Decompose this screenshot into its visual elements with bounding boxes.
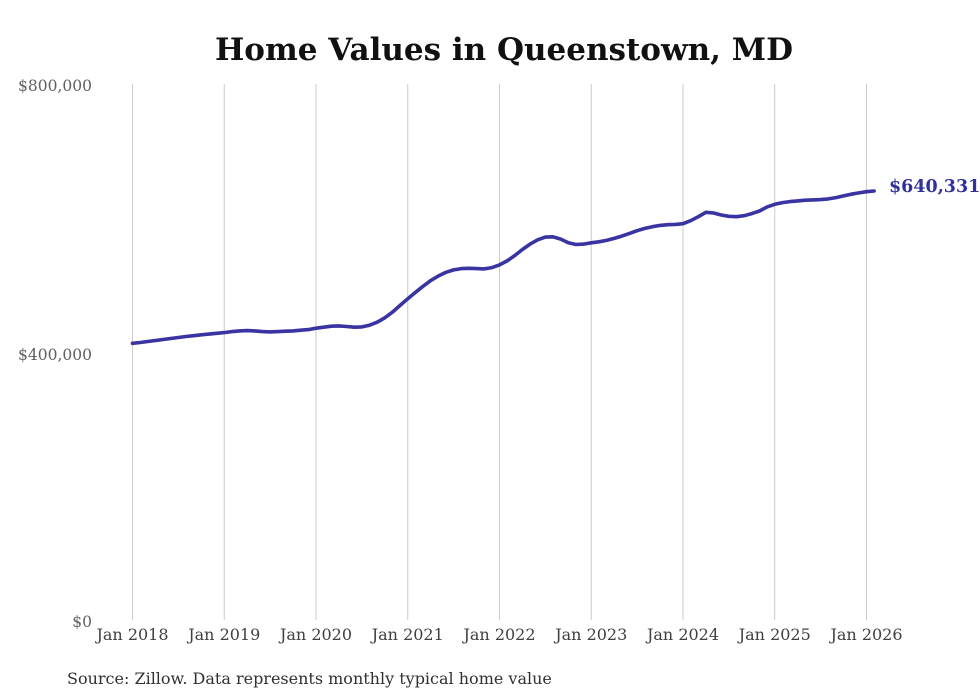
- x-tick-label: Jan 2024: [645, 625, 719, 644]
- home-value-line: [130, 189, 876, 346]
- x-tick-label: Jan 2023: [553, 625, 627, 644]
- y-tick-label-0: $0: [72, 613, 92, 631]
- year-gridlines: [132, 84, 867, 620]
- x-tick-label: Jan 2018: [94, 625, 168, 644]
- x-tick-label: Jan 2020: [278, 625, 352, 644]
- end-value-label: $640,331: [889, 177, 980, 197]
- y-axis: $800,000 $400,000 $0: [18, 77, 92, 631]
- x-tick-label: Jan 2019: [186, 625, 260, 644]
- x-tick-label: Jan 2022: [461, 625, 535, 644]
- y-tick-label-800000: $800,000: [18, 77, 92, 95]
- x-tick-label: Jan 2026: [828, 625, 902, 644]
- y-tick-label-400000: $400,000: [18, 346, 92, 364]
- x-tick-label: Jan 2025: [737, 625, 811, 644]
- source-note: Source: Zillow. Data represents monthly …: [67, 669, 552, 688]
- x-tick-label: Jan 2021: [370, 625, 444, 644]
- chart-title: Home Values in Queenstown, MD: [215, 32, 793, 68]
- x-axis: Jan 2018 Jan 2019 Jan 2020 Jan 2021 Jan 2022…: [94, 625, 902, 644]
